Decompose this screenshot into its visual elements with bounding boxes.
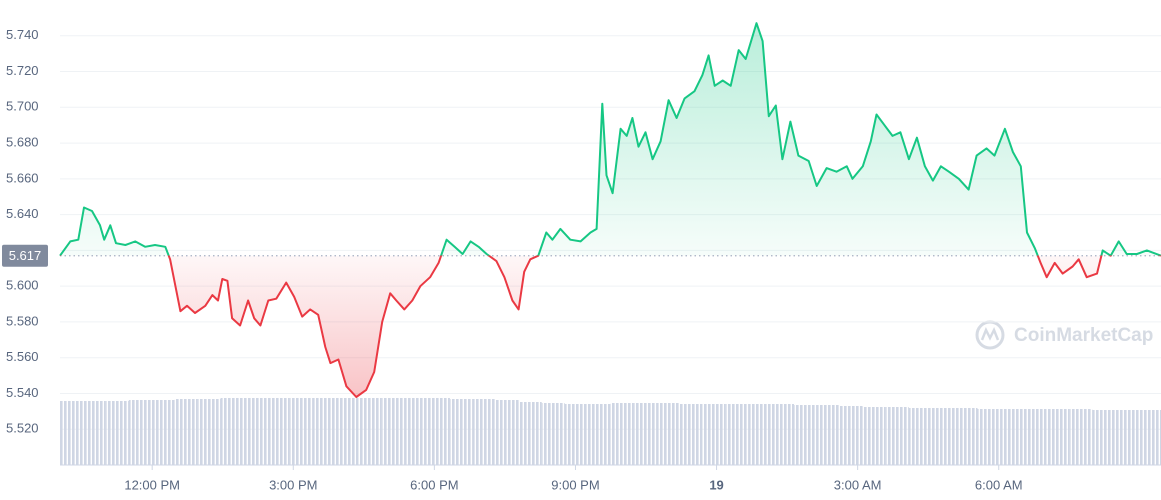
volume-bar — [541, 403, 565, 465]
volume-bar — [564, 404, 588, 465]
volume-bar — [794, 405, 817, 465]
x-tick-label: 6:00 PM — [410, 477, 458, 492]
volume-bar — [1046, 409, 1070, 465]
y-tick-label: 5.640 — [6, 206, 39, 221]
volume-bar — [151, 400, 175, 465]
volume-bar — [954, 408, 978, 465]
y-tick-label: 5.560 — [6, 349, 39, 364]
volume-bar — [60, 401, 83, 465]
volume-bar — [404, 398, 427, 465]
y-tick-label: 5.720 — [6, 63, 39, 78]
volume-bar — [381, 398, 405, 465]
volume-bar — [702, 404, 726, 465]
volume-bar — [243, 398, 267, 465]
volume-bar — [931, 408, 955, 465]
volume-bar — [495, 400, 519, 465]
volume-bar — [679, 404, 703, 465]
volume-bar — [1115, 410, 1139, 465]
volume-bar — [82, 401, 106, 465]
volume-bar — [128, 400, 152, 465]
volume-bar — [312, 398, 336, 465]
volume-bar — [518, 402, 542, 465]
volume-bar — [472, 399, 496, 465]
volume-bar — [839, 406, 863, 465]
price-line — [59, 22, 1161, 398]
baseline-label: 5.617 — [9, 248, 42, 263]
volume-bar — [1092, 410, 1116, 465]
x-tick-label: 9:00 PM — [551, 477, 599, 492]
volume-bar — [1069, 409, 1093, 465]
volume-bar — [174, 399, 198, 465]
x-tick-label: 19 — [709, 477, 723, 492]
y-tick-label: 5.580 — [6, 313, 39, 328]
y-tick-label: 5.520 — [6, 421, 39, 436]
volume-bar — [220, 398, 244, 465]
volume-bar — [105, 401, 129, 465]
volume-bar — [748, 404, 772, 465]
volume-bar — [1138, 410, 1161, 465]
y-tick-label: 5.680 — [6, 135, 39, 150]
volume-bar — [449, 399, 473, 465]
watermark: CoinMarketCap — [975, 320, 1153, 350]
x-tick-label: 3:00 PM — [269, 477, 317, 492]
volume-bar — [289, 398, 313, 465]
volume-bar — [335, 398, 359, 465]
volume-bar — [587, 404, 611, 465]
volume-bar — [358, 398, 382, 465]
y-tick-label: 5.660 — [6, 170, 39, 185]
baseline-label-box — [2, 244, 48, 267]
volume-bar — [1023, 409, 1047, 465]
volume-bar — [771, 404, 794, 465]
volume-bar — [862, 407, 886, 465]
volume-bar — [610, 403, 634, 465]
volume-bar — [427, 398, 450, 465]
area — [60, 23, 1161, 397]
volume-bar — [908, 408, 932, 465]
x-tick-label: 6:00 AM — [975, 477, 1023, 492]
volume-bar — [1000, 409, 1024, 465]
y-tick-label: 5.740 — [6, 27, 39, 42]
watermark-text: CoinMarketCap — [1014, 325, 1153, 346]
volume-bar — [977, 409, 1001, 465]
volume-bar — [656, 403, 680, 465]
volume-bar — [885, 407, 909, 465]
x-tick-label: 12:00 PM — [124, 477, 180, 492]
x-tick-label: 3:00 AM — [834, 477, 882, 492]
y-tick-label: 5.600 — [6, 278, 39, 293]
volume-bar — [725, 404, 749, 465]
volume-bar — [266, 398, 290, 465]
y-tick-label: 5.700 — [6, 99, 39, 114]
volume-bar — [197, 399, 221, 465]
y-tick-label: 5.540 — [6, 385, 39, 400]
volume-bar — [816, 405, 840, 465]
volume-bar — [633, 403, 657, 465]
